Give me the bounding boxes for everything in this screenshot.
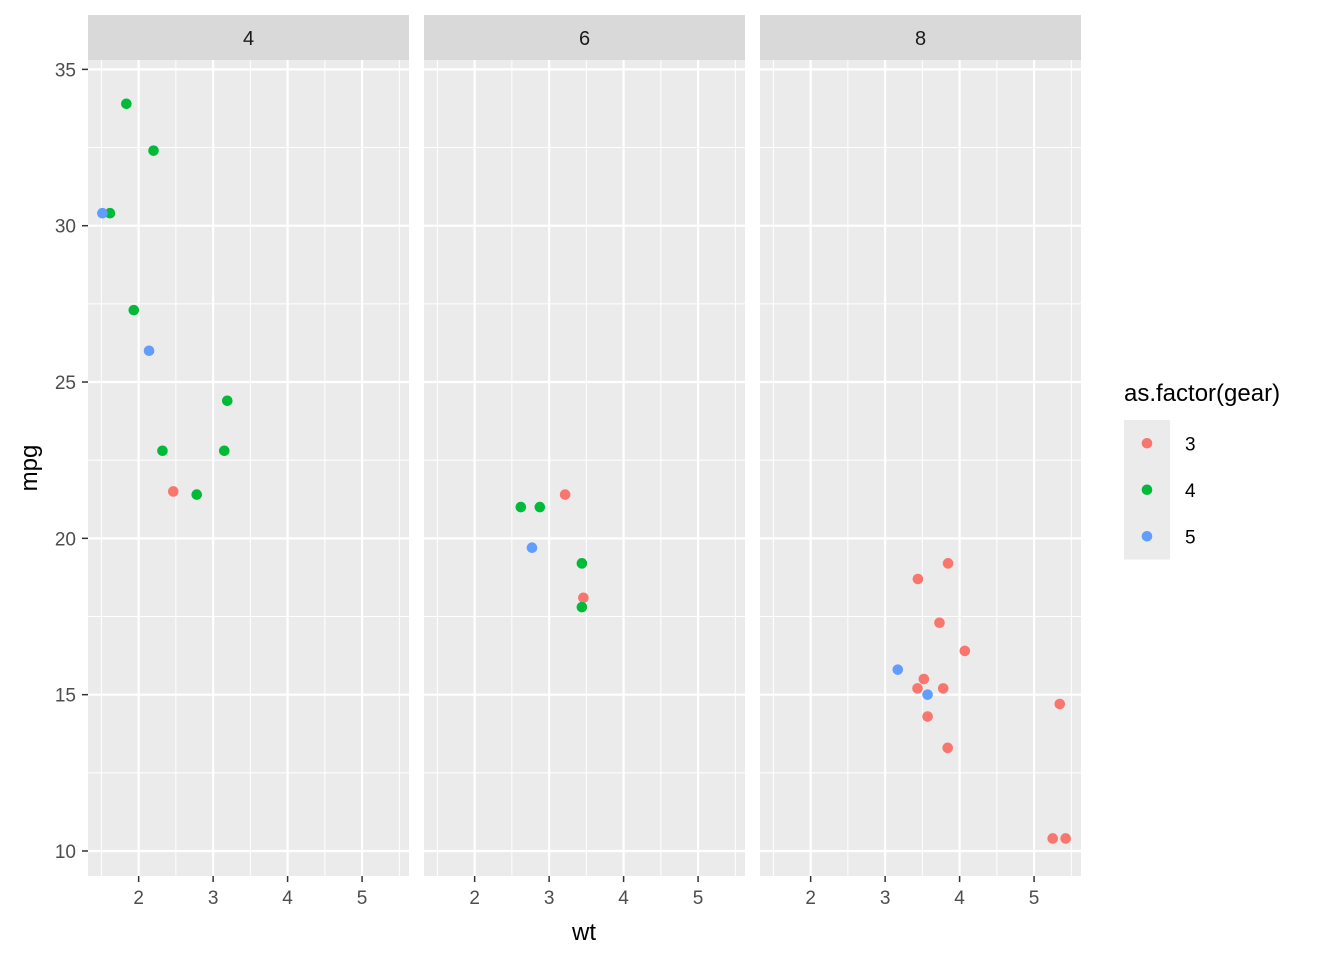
legend-swatch-3 xyxy=(1141,437,1153,449)
data-point xyxy=(1054,698,1066,710)
data-point xyxy=(559,489,571,500)
y-tick-label: 15 xyxy=(55,686,76,707)
data-point xyxy=(578,592,589,604)
panel-4: 4 2 3 4 5 xyxy=(88,15,409,909)
data-point xyxy=(148,145,159,156)
panels-layer: 4 2 3 4 5 6 2 3 4 5 8 2 3 4 5 xyxy=(88,15,1081,909)
x-tick-label: 4 xyxy=(618,888,629,909)
x-tick-label: 5 xyxy=(1029,888,1040,909)
data-point xyxy=(912,573,924,585)
facet-strip-label: 6 xyxy=(579,28,590,50)
x-axis-title: wt xyxy=(571,919,596,946)
x-tick-label: 3 xyxy=(880,888,891,909)
panel-background xyxy=(424,60,745,876)
data-point xyxy=(534,501,546,513)
legend-label-3: 3 xyxy=(1185,434,1196,455)
x-tick-label: 2 xyxy=(469,888,480,909)
legend-label-4: 4 xyxy=(1185,481,1196,502)
y-tick-label: 10 xyxy=(55,842,76,863)
data-point xyxy=(892,664,904,675)
data-point xyxy=(104,207,116,219)
y-axis: 10 15 20 25 30 35 xyxy=(55,60,88,863)
data-point xyxy=(526,542,538,554)
data-point xyxy=(918,673,930,685)
data-point xyxy=(912,683,923,694)
data-point xyxy=(515,501,527,513)
legend-label-5: 5 xyxy=(1185,527,1196,548)
legend-title: as.factor(gear) xyxy=(1124,380,1280,407)
data-point xyxy=(191,489,203,500)
x-tick-label: 2 xyxy=(133,888,144,909)
facet-strip-label: 8 xyxy=(915,28,926,50)
facet-strip-label: 4 xyxy=(243,28,254,50)
data-point xyxy=(143,345,155,357)
data-point xyxy=(1060,833,1071,844)
data-point xyxy=(221,395,233,407)
data-point xyxy=(934,617,945,629)
x-tick-label: 2 xyxy=(805,888,816,909)
x-tick-label: 5 xyxy=(693,888,704,909)
data-point xyxy=(959,645,971,657)
data-point xyxy=(128,304,140,316)
data-point xyxy=(937,683,949,694)
data-point xyxy=(218,445,230,457)
facet-strip xyxy=(424,15,745,60)
y-tick-label: 25 xyxy=(55,373,76,394)
x-tick-label: 3 xyxy=(208,888,219,909)
facet-strip xyxy=(88,15,409,60)
y-tick-label: 20 xyxy=(55,529,76,550)
data-point xyxy=(922,689,933,700)
panel-background xyxy=(760,60,1081,876)
data-point xyxy=(1047,833,1058,844)
x-tick-label: 5 xyxy=(357,888,368,909)
y-tick-label: 30 xyxy=(55,217,76,238)
data-point xyxy=(942,558,954,569)
x-tick-label: 3 xyxy=(544,888,555,909)
legend: as.factor(gear) 3 4 5 xyxy=(1124,380,1280,560)
panel-background xyxy=(88,60,409,876)
legend-swatch-5 xyxy=(1141,530,1153,542)
data-point xyxy=(97,207,108,219)
data-point xyxy=(922,711,933,722)
data-point xyxy=(576,601,588,613)
data-point xyxy=(576,558,588,569)
y-tick-label: 35 xyxy=(55,60,76,81)
facet-strip xyxy=(760,15,1081,60)
data-point xyxy=(121,98,132,110)
panel-8: 8 2 3 4 5 xyxy=(760,15,1081,909)
legend-swatch-4 xyxy=(1141,484,1153,496)
y-axis-title: mpg xyxy=(16,445,43,492)
data-point xyxy=(157,445,168,457)
x-tick-label: 4 xyxy=(282,888,293,909)
data-point xyxy=(167,486,179,497)
panel-6: 6 2 3 4 5 xyxy=(424,15,745,909)
data-point xyxy=(942,742,953,754)
x-tick-label: 4 xyxy=(954,888,965,909)
